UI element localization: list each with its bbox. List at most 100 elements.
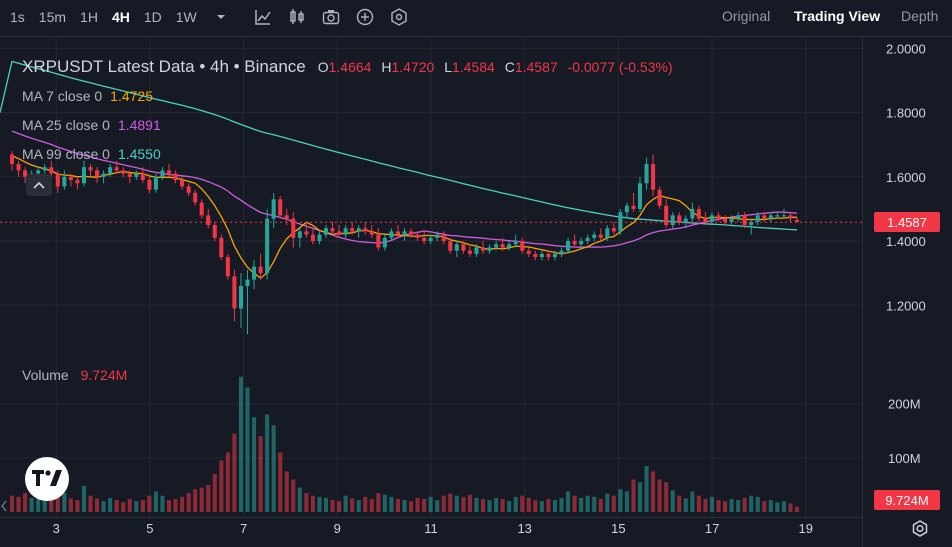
- volume-bar: [323, 497, 329, 512]
- camera-icon[interactable]: [321, 7, 341, 27]
- volume-bar: [794, 506, 800, 512]
- candle-body: [291, 218, 296, 238]
- volume-bar: [291, 479, 296, 512]
- candle-body: [160, 170, 165, 177]
- timeframe-1s[interactable]: 1s: [10, 9, 25, 25]
- x-tick-label: 7: [240, 521, 247, 536]
- timeframe-list: 1s 15m 1H 4H 1D 1W: [6, 5, 207, 29]
- price-tick-label: 1.8000: [886, 106, 926, 121]
- timeframe-15m[interactable]: 15m: [38, 9, 67, 25]
- volume-bar: [513, 496, 518, 512]
- view-original[interactable]: Original: [722, 8, 771, 24]
- candle-body: [651, 164, 656, 190]
- candle-body: [173, 173, 178, 181]
- volume-bar: [546, 499, 551, 512]
- volume-bar: [520, 495, 525, 512]
- candle-body: [369, 231, 374, 235]
- volume-bar: [310, 495, 315, 512]
- volume-bar: [389, 496, 394, 512]
- timeframe-1d[interactable]: 1D: [143, 9, 162, 25]
- candle-body: [271, 199, 276, 219]
- volume-bar: [709, 496, 714, 512]
- candle-body: [75, 180, 80, 184]
- x-tick-label: 5: [146, 521, 153, 536]
- timeframe-1h[interactable]: 1H: [80, 9, 98, 25]
- candle-body: [153, 176, 158, 190]
- volume-bar: [402, 500, 407, 512]
- volume-bar: [467, 494, 472, 512]
- chart-settings-button[interactable]: [909, 518, 931, 540]
- candle-body: [310, 234, 315, 242]
- volume-bar: [68, 498, 73, 512]
- volume-bar: [618, 489, 623, 512]
- view-trading-view[interactable]: Trading View: [794, 8, 881, 24]
- volume-bar: [121, 502, 126, 512]
- last-price-tag: 1.4587: [874, 212, 940, 233]
- timeframe-4h[interactable]: 4H: [111, 9, 130, 25]
- candle-body: [186, 186, 191, 193]
- candle-body: [134, 173, 139, 177]
- volume-bar: [749, 495, 754, 512]
- volume-bar: [539, 501, 544, 512]
- candle-body: [330, 228, 335, 232]
- candle-body: [670, 215, 675, 225]
- price-tick-label: 1.2000: [886, 298, 926, 313]
- volume-label: Volume: [22, 367, 69, 383]
- timeframe-1w[interactable]: 1W: [175, 9, 197, 25]
- price-tick-label: 1.4000: [886, 234, 926, 249]
- tradingview-logo[interactable]: [25, 457, 69, 501]
- volume-bar: [36, 499, 41, 512]
- volume-bar: [62, 493, 67, 512]
- candle-body: [42, 167, 47, 171]
- volume-bar: [559, 497, 564, 512]
- candle-body: [592, 234, 597, 238]
- candle-body: [480, 247, 486, 251]
- candle-body: [454, 244, 459, 251]
- volume-bar: [350, 498, 355, 512]
- candle-body: [199, 202, 204, 216]
- x-tick-label: 11: [424, 521, 438, 536]
- candle-body: [193, 192, 198, 203]
- scroll-left-handle[interactable]: [0, 495, 8, 517]
- candle-body: [402, 231, 407, 235]
- volume-bar: [382, 494, 387, 512]
- candle-body: [716, 215, 721, 219]
- candle-body: [742, 215, 747, 225]
- volume-bar: [683, 498, 688, 512]
- x-tick-label: 15: [611, 521, 625, 536]
- candle-body: [585, 237, 590, 242]
- volume-bar: [186, 493, 191, 512]
- chevron-down-icon[interactable]: [211, 7, 231, 27]
- candle-body: [317, 234, 322, 242]
- candle-body: [448, 241, 453, 251]
- view-depth[interactable]: Depth: [901, 8, 939, 24]
- volume-bar: [363, 496, 368, 512]
- line-chart-icon[interactable]: [253, 7, 273, 27]
- candle-body: [768, 215, 773, 219]
- chevron-up-icon: [33, 181, 45, 189]
- candle-body: [337, 231, 342, 235]
- moving-average-lines: [0, 60, 798, 280]
- candle-body: [206, 215, 211, 225]
- volume-bar: [232, 433, 237, 512]
- volume-bar: [278, 452, 283, 512]
- candle-body: [238, 286, 243, 309]
- volume-bar: [690, 491, 695, 512]
- price-tick-label: 1.6000: [886, 170, 926, 185]
- candle-body: [9, 154, 15, 164]
- plus-circle-icon[interactable]: [355, 7, 375, 27]
- candle-body: [611, 228, 616, 232]
- collapse-legend-button[interactable]: [26, 174, 52, 196]
- settings-hex-icon[interactable]: [389, 7, 409, 27]
- candle-body: [566, 241, 571, 251]
- volume-bar: [474, 497, 479, 512]
- volume-bar: [768, 500, 773, 512]
- volume-bar: [494, 497, 499, 512]
- volume-bar: [206, 484, 211, 512]
- volume-bar: [552, 500, 557, 512]
- candles-icon[interactable]: [287, 7, 307, 27]
- volume-bar: [317, 496, 322, 512]
- volume-bar: [101, 501, 106, 512]
- volume-bar: [461, 496, 466, 512]
